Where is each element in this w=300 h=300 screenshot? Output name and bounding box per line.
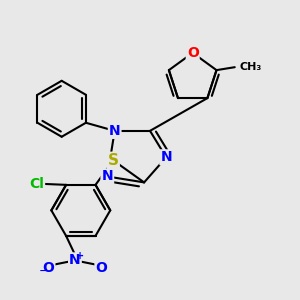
Text: O: O bbox=[43, 261, 54, 275]
Text: O: O bbox=[95, 261, 107, 275]
Text: S: S bbox=[108, 153, 119, 168]
Text: N: N bbox=[101, 169, 113, 184]
Text: CH₃: CH₃ bbox=[239, 62, 261, 72]
Text: N: N bbox=[69, 254, 81, 267]
Text: N: N bbox=[160, 150, 172, 164]
Text: −: − bbox=[39, 265, 50, 278]
Text: Cl: Cl bbox=[29, 177, 44, 191]
Text: +: + bbox=[76, 251, 84, 261]
Text: N: N bbox=[109, 124, 121, 138]
Text: O: O bbox=[187, 46, 199, 60]
